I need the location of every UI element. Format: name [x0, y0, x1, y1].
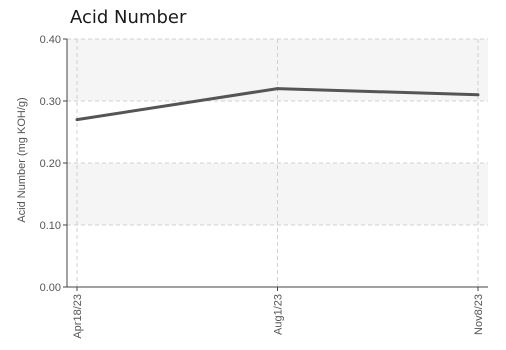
y-tick-label: 0.20	[40, 158, 61, 170]
data-point	[476, 93, 480, 97]
x-tick-label: Apr18/23	[72, 294, 84, 339]
chart-title: Acid Number	[70, 7, 187, 28]
data-point	[75, 118, 79, 122]
x-tick-label: Nov8/23	[473, 294, 485, 335]
y-axis-label: Acid Number (mg KOH/g)	[16, 97, 28, 222]
data-point	[276, 87, 279, 91]
y-tick-label: 0.30	[40, 96, 61, 108]
x-tick-label: Aug1/23	[273, 294, 285, 335]
y-tick-label: 0.00	[40, 282, 61, 294]
y-tick-label: 0.40	[40, 34, 61, 46]
y-tick-label: 0.10	[40, 220, 61, 232]
